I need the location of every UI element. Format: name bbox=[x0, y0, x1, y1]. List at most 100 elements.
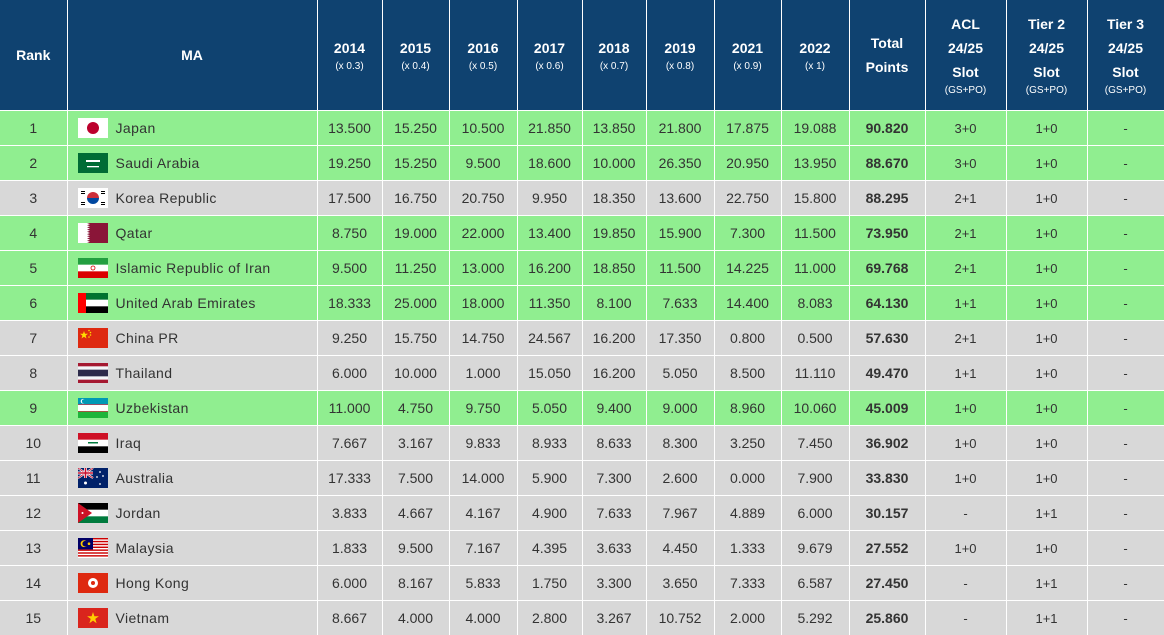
score-cell: 7.967 bbox=[646, 496, 714, 531]
tier2-line3: Slot bbox=[1033, 64, 1059, 80]
malaysia-flag-icon bbox=[78, 538, 108, 558]
country-name: Islamic Republic of Iran bbox=[116, 260, 271, 276]
score-cell: 4.667 bbox=[382, 496, 449, 531]
score-cell: 7.167 bbox=[449, 531, 517, 566]
year-factor: (x 0.8) bbox=[647, 60, 714, 74]
score-cell: 7.633 bbox=[646, 286, 714, 321]
year-header-2016: 2016(x 0.5) bbox=[449, 0, 517, 111]
score-cell: 10.752 bbox=[646, 601, 714, 635]
score-cell: 11.500 bbox=[646, 251, 714, 286]
score-cell: 3.833 bbox=[317, 496, 382, 531]
score-cell: 19.088 bbox=[781, 111, 849, 146]
score-cell: 0.800 bbox=[714, 321, 781, 356]
ma-cell: Vietnam bbox=[67, 601, 317, 635]
rank-cell: 13 bbox=[0, 531, 67, 566]
ma-cell: Jordan bbox=[67, 496, 317, 531]
total-points-cell: 30.157 bbox=[849, 496, 925, 531]
acl-slot-cell: - bbox=[925, 601, 1006, 635]
tier3-slot-cell: - bbox=[1087, 531, 1164, 566]
score-cell: 11.000 bbox=[781, 251, 849, 286]
header-row: Rank MA 2014(x 0.3) 2015(x 0.4) 2016(x 0… bbox=[0, 0, 1164, 111]
year-label: 2016 bbox=[467, 40, 498, 56]
score-cell: 18.000 bbox=[449, 286, 517, 321]
ma-cell: Hong Kong bbox=[67, 566, 317, 601]
country-name: Jordan bbox=[116, 505, 161, 521]
hong-kong-flag-icon bbox=[78, 573, 108, 593]
ma-cell: Thailand bbox=[67, 356, 317, 391]
year-label: 2014 bbox=[334, 40, 365, 56]
score-cell: 19.250 bbox=[317, 146, 382, 181]
score-cell: 16.750 bbox=[382, 181, 449, 216]
tier3-sub: (GS+PO) bbox=[1088, 84, 1164, 98]
country-name: Japan bbox=[116, 120, 156, 136]
rank-cell: 7 bbox=[0, 321, 67, 356]
acl-slot-cell: 1+0 bbox=[925, 391, 1006, 426]
country-name: Malaysia bbox=[116, 540, 174, 556]
tier2-slot-cell: 1+0 bbox=[1006, 321, 1087, 356]
iran-flag-icon bbox=[78, 258, 108, 278]
acl-slot-cell: 2+1 bbox=[925, 251, 1006, 286]
score-cell: 4.900 bbox=[517, 496, 582, 531]
score-cell: 18.333 bbox=[317, 286, 382, 321]
score-cell: 9.500 bbox=[382, 531, 449, 566]
score-cell: 18.350 bbox=[582, 181, 646, 216]
total-line2: Points bbox=[866, 59, 909, 75]
score-cell: 11.250 bbox=[382, 251, 449, 286]
tier3-line1: Tier 3 bbox=[1107, 16, 1144, 32]
acl-slot-cell: 1+0 bbox=[925, 531, 1006, 566]
score-cell: 4.450 bbox=[646, 531, 714, 566]
year-header-2018: 2018(x 0.7) bbox=[582, 0, 646, 111]
rank-cell: 10 bbox=[0, 426, 67, 461]
total-points-cell: 88.295 bbox=[849, 181, 925, 216]
acl-slot-cell: 3+0 bbox=[925, 146, 1006, 181]
tier2-slot-cell: 1+0 bbox=[1006, 111, 1087, 146]
score-cell: 1.000 bbox=[449, 356, 517, 391]
score-cell: 8.083 bbox=[781, 286, 849, 321]
tier2-slot-cell: 1+0 bbox=[1006, 181, 1087, 216]
score-cell: 8.100 bbox=[582, 286, 646, 321]
score-cell: 9.833 bbox=[449, 426, 517, 461]
tier2-slot-cell: 1+0 bbox=[1006, 426, 1087, 461]
score-cell: 6.000 bbox=[317, 566, 382, 601]
score-cell: 8.633 bbox=[582, 426, 646, 461]
score-cell: 8.167 bbox=[382, 566, 449, 601]
score-cell: 21.800 bbox=[646, 111, 714, 146]
score-cell: 3.250 bbox=[714, 426, 781, 461]
score-cell: 8.300 bbox=[646, 426, 714, 461]
qatar-flag-icon bbox=[78, 223, 108, 243]
iraq-flag-icon bbox=[78, 433, 108, 453]
tier3-slot-cell: - bbox=[1087, 566, 1164, 601]
score-cell: 8.933 bbox=[517, 426, 582, 461]
score-cell: 4.750 bbox=[382, 391, 449, 426]
ma-cell: Islamic Republic of Iran bbox=[67, 251, 317, 286]
total-points-cell: 27.450 bbox=[849, 566, 925, 601]
score-cell: 13.400 bbox=[517, 216, 582, 251]
year-factor: (x 0.4) bbox=[383, 60, 449, 74]
country-name: Thailand bbox=[116, 365, 173, 381]
year-factor: (x 1) bbox=[782, 60, 849, 74]
score-cell: 2.600 bbox=[646, 461, 714, 496]
ma-cell: Iraq bbox=[67, 426, 317, 461]
tier2-slot-cell: 1+0 bbox=[1006, 286, 1087, 321]
score-cell: 9.400 bbox=[582, 391, 646, 426]
acl-slot-cell: 1+0 bbox=[925, 426, 1006, 461]
tier2-slot-cell: 1+1 bbox=[1006, 496, 1087, 531]
score-cell: 14.000 bbox=[449, 461, 517, 496]
total-points-cell: 36.902 bbox=[849, 426, 925, 461]
score-cell: 7.450 bbox=[781, 426, 849, 461]
acl-slot-cell: 2+1 bbox=[925, 216, 1006, 251]
score-cell: 18.600 bbox=[517, 146, 582, 181]
tier3-slot-cell: - bbox=[1087, 496, 1164, 531]
ma-cell: Malaysia bbox=[67, 531, 317, 566]
saudi-arabia-flag-icon bbox=[78, 153, 108, 173]
tier2-slot-cell: 1+1 bbox=[1006, 566, 1087, 601]
